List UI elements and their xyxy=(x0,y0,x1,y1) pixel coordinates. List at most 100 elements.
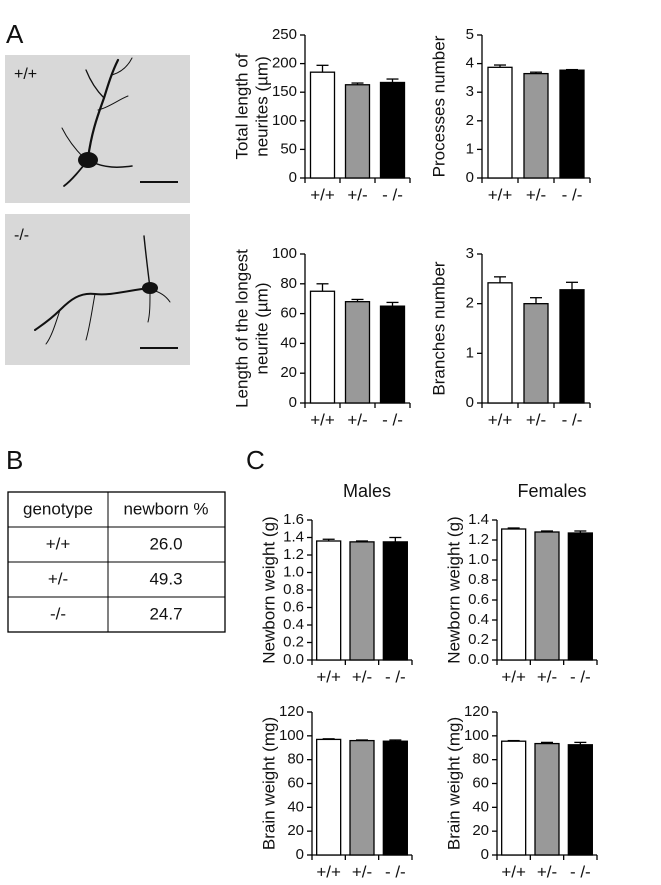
image-label: +/+ xyxy=(14,66,37,83)
x-tick-label: - /- xyxy=(570,667,591,686)
y-tick-label: 60 xyxy=(472,774,489,791)
y-tick-label: 1.6 xyxy=(283,511,304,528)
y-tick-label: 1.0 xyxy=(468,551,489,568)
y-tick-label: 60 xyxy=(280,305,297,322)
y-axis-label: Newborn weight (g) xyxy=(259,516,278,663)
bar xyxy=(316,540,342,661)
x-tick-label: +/- xyxy=(347,410,367,429)
y-tick-label: 0 xyxy=(289,169,297,186)
chart-title: Females xyxy=(517,481,586,501)
x-tick-label: +/- xyxy=(526,410,546,429)
y-tick-label: 1.2 xyxy=(468,531,489,548)
x-tick-label: +/- xyxy=(352,862,372,881)
y-tick-label: 120 xyxy=(464,703,489,720)
table-cell: +/+ xyxy=(46,534,71,553)
y-tick-label: 120 xyxy=(279,703,304,720)
y-tick-label: 0 xyxy=(289,394,297,411)
y-tick-label: 0 xyxy=(296,846,304,863)
y-tick-label: 1.4 xyxy=(468,511,489,528)
x-tick-label: +/+ xyxy=(310,410,335,429)
x-tick-label: - /- xyxy=(385,862,406,881)
table-cell: 24.7 xyxy=(149,604,182,623)
y-tick-label: 50 xyxy=(280,140,297,157)
y-tick-label: 0.4 xyxy=(283,616,304,633)
y-tick-label: 0.8 xyxy=(468,571,489,588)
panel-letter: A xyxy=(6,19,24,49)
x-tick-label: - /- xyxy=(562,410,583,429)
bar xyxy=(382,541,408,661)
micrograph: -/- xyxy=(5,214,190,365)
bar xyxy=(534,531,560,661)
y-tick-label: 100 xyxy=(464,727,489,744)
bar xyxy=(567,744,593,856)
x-tick-label: +/+ xyxy=(316,667,341,686)
y-tick-label: 40 xyxy=(280,334,297,351)
y-tick-label: 200 xyxy=(272,55,297,72)
x-tick-label: - /- xyxy=(562,185,583,204)
bar xyxy=(379,81,406,179)
chart-title: Males xyxy=(343,481,391,501)
x-tick-label: - /- xyxy=(570,862,591,881)
bar xyxy=(501,740,527,856)
y-axis-label: Branches number xyxy=(429,261,448,396)
y-tick-label: 100 xyxy=(272,112,297,129)
table-header: newborn % xyxy=(123,499,208,518)
y-axis-label: neurite (µm) xyxy=(252,283,271,375)
y-tick-label: 0.2 xyxy=(468,631,489,648)
bar xyxy=(382,740,408,856)
y-tick-label: 20 xyxy=(472,822,489,839)
y-tick-label: 1 xyxy=(466,344,474,361)
y-tick-label: 0.4 xyxy=(468,611,489,628)
panel-letter: B xyxy=(6,445,23,475)
y-tick-label: 250 xyxy=(272,26,297,43)
x-tick-label: +/- xyxy=(526,185,546,204)
x-tick-label: +/- xyxy=(537,667,557,686)
y-tick-label: 0.6 xyxy=(468,591,489,608)
y-tick-label: 2 xyxy=(466,112,474,129)
x-tick-label: +/+ xyxy=(488,410,513,429)
x-tick-label: +/- xyxy=(347,185,367,204)
bar xyxy=(567,532,593,661)
y-tick-label: 0.6 xyxy=(283,598,304,615)
y-tick-label: 150 xyxy=(272,83,297,100)
x-tick-label: +/- xyxy=(352,667,372,686)
y-tick-label: 80 xyxy=(472,751,489,768)
y-tick-label: 1.0 xyxy=(283,563,304,580)
bar xyxy=(487,282,513,404)
y-tick-label: 1.2 xyxy=(283,546,304,563)
x-tick-label: +/+ xyxy=(316,862,341,881)
table: genotype newborn % +/+ 26.0 +/- 49.3 -/-… xyxy=(7,491,226,633)
bar xyxy=(316,738,342,856)
x-tick-label: - /- xyxy=(385,667,406,686)
x-tick-label: - /- xyxy=(382,185,403,204)
y-tick-label: 0 xyxy=(466,169,474,186)
y-tick-label: 0.8 xyxy=(283,581,304,598)
y-tick-label: 0.0 xyxy=(468,651,489,668)
bar xyxy=(501,528,527,661)
bar xyxy=(523,72,549,179)
y-tick-label: 40 xyxy=(472,798,489,815)
y-tick-label: 1 xyxy=(466,140,474,157)
y-tick-label: 3 xyxy=(466,83,474,100)
y-tick-label: 20 xyxy=(287,822,304,839)
y-tick-label: 3 xyxy=(466,245,474,262)
bar xyxy=(559,69,585,179)
x-tick-label: +/- xyxy=(537,862,557,881)
bar xyxy=(534,742,560,856)
y-tick-label: 100 xyxy=(272,245,297,262)
table-cell: 26.0 xyxy=(149,534,182,553)
bar xyxy=(344,301,371,404)
y-axis-label: Brain weight (mg) xyxy=(444,717,463,850)
y-tick-label: 40 xyxy=(287,798,304,815)
y-axis-label: Newborn weight (g) xyxy=(444,516,463,663)
y-tick-label: 80 xyxy=(287,751,304,768)
y-axis-label: Processes number xyxy=(429,35,448,177)
bar xyxy=(559,289,585,404)
y-tick-label: 1.4 xyxy=(283,528,304,545)
bar xyxy=(349,541,375,661)
y-tick-label: 0 xyxy=(481,846,489,863)
y-axis-label: neurites (µm) xyxy=(252,56,271,156)
bar xyxy=(349,739,375,856)
table-cell: 49.3 xyxy=(149,569,182,588)
